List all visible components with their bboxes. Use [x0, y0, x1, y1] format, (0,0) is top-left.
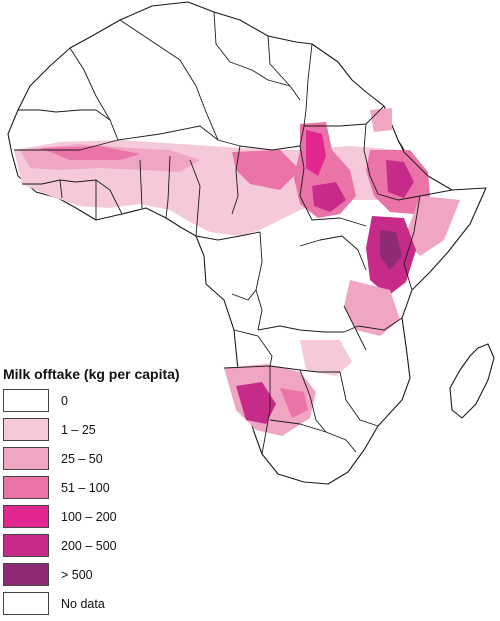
legend-swatch: [3, 418, 49, 441]
legend-swatch: [3, 389, 49, 412]
legend-item-3: 51 – 100: [3, 476, 243, 499]
legend-swatch: [3, 563, 49, 586]
madagascar: [449, 343, 495, 419]
legend-swatch: [3, 476, 49, 499]
legend-label: 51 – 100: [61, 480, 110, 495]
legend-swatch: [3, 447, 49, 470]
map-legend: Milk offtake (kg per capita) 0 1 – 25 25…: [3, 366, 243, 621]
legend-label: No data: [61, 596, 105, 611]
legend-title: Milk offtake (kg per capita): [3, 366, 180, 382]
legend-swatch: [3, 505, 49, 528]
legend-label: > 500: [61, 567, 93, 582]
milk-offtake-zones: [14, 108, 460, 436]
legend-item-2: 25 – 50: [3, 447, 243, 470]
legend-item-7: No data: [3, 592, 243, 615]
legend-label: 100 – 200: [61, 509, 117, 524]
legend-item-0: 0: [3, 389, 243, 412]
legend-label: 0: [61, 393, 68, 408]
africa-coastline: [7, 1, 487, 485]
legend-label: 25 – 50: [61, 451, 103, 466]
legend-item-4: 100 – 200: [3, 505, 243, 528]
legend-item-6: > 500: [3, 563, 243, 586]
legend-swatch: [3, 534, 49, 557]
legend-item-5: 200 – 500: [3, 534, 243, 557]
legend-label: 200 – 500: [61, 538, 117, 553]
legend-item-1: 1 – 25: [3, 418, 243, 441]
country-borders: [14, 11, 453, 455]
legend-label: 1 – 25: [61, 422, 96, 437]
